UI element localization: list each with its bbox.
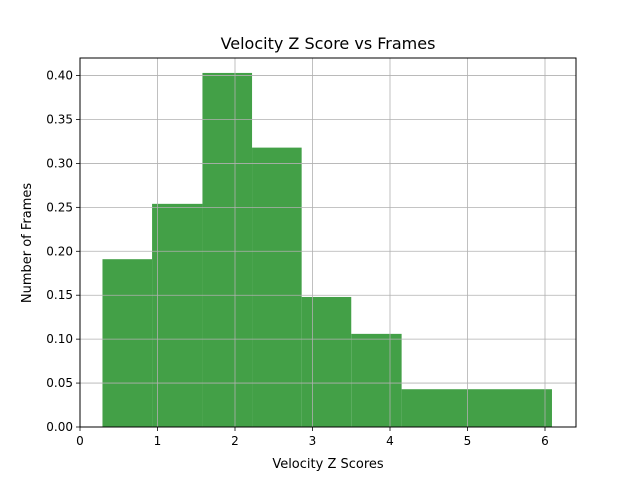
y-tick-label: 0.00	[46, 420, 73, 434]
x-tick-label: 0	[76, 434, 84, 448]
y-tick-label: 0.15	[46, 288, 73, 302]
x-tick-label: 1	[154, 434, 162, 448]
x-tick-label: 5	[464, 434, 472, 448]
ticks: 0 1 2 3 4 5 6 0.00 0.05 0.10 0.15 0.20 0.25 0.30 0.35 0…	[46, 69, 549, 448]
histogram-bar-3	[202, 72, 253, 427]
histogram-bar-1	[102, 259, 153, 427]
y-tick-label: 0.30	[46, 156, 73, 170]
histogram-bar-2	[152, 203, 203, 427]
y-tick-label: 0.40	[46, 69, 73, 83]
x-tick-label: 3	[309, 434, 317, 448]
histogram-bar-6	[351, 333, 402, 427]
chart-title: Velocity Z Score vs Frames	[221, 34, 436, 53]
x-tick-label: 2	[231, 434, 239, 448]
x-tick-label: 4	[386, 434, 394, 448]
grid	[79, 58, 576, 428]
x-tick-label: 6	[541, 434, 549, 448]
y-axis-label: Number of Frames	[20, 183, 35, 304]
y-tick-label: 0.20	[46, 244, 73, 258]
y-tick-label: 0.35	[46, 113, 73, 127]
x-axis-label: Velocity Z Scores	[272, 457, 384, 472]
y-tick-label: 0.05	[46, 376, 73, 390]
y-tick-label: 0.25	[46, 200, 73, 214]
plot-frame	[79, 57, 577, 428]
histogram-bar-5	[301, 296, 352, 427]
histogram-bar-4	[252, 147, 302, 427]
bars	[102, 72, 552, 427]
histogram-bar-7	[401, 389, 552, 427]
y-tick-label: 0.10	[46, 332, 73, 346]
